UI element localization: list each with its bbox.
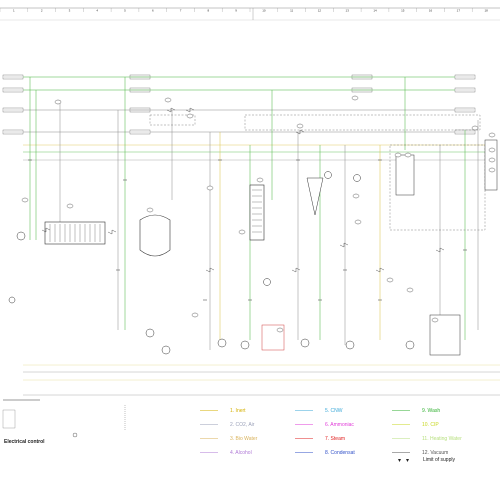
legend-label: 1. Inert [230, 408, 246, 414]
ruler-column-number: 14 [373, 9, 377, 13]
legend-label: 7. Steam [325, 436, 345, 442]
legend-label: 4. Alcohol [230, 450, 252, 456]
ruler-column-number: 9 [235, 9, 237, 13]
ruler-column-number: 1 [13, 9, 15, 13]
electrical-control-label: Electrical control [4, 439, 45, 445]
ruler-column-number: 6 [152, 9, 154, 13]
line-legend: 1. Inert 2. CO2, Air 3. Bio Water 4. Alcoho… [200, 408, 462, 456]
ruler-column-number: 4 [96, 9, 98, 13]
legend-label: 3. Bio Water [230, 436, 258, 442]
valves [41, 107, 445, 273]
instruments [21, 95, 496, 333]
ruler-column-number: 11 [290, 9, 293, 13]
limit-of-supply-label: Limit of supply [423, 457, 455, 463]
legend-label: 2. CO2, Air [230, 422, 255, 428]
pumps [8, 171, 415, 355]
distillation-column [249, 184, 265, 241]
ruler-column-number: 12 [318, 9, 322, 13]
heat-exchanger [44, 221, 106, 245]
ruler-column-number: 18 [484, 9, 488, 13]
electrical-legend-area [2, 399, 126, 438]
ruler-column-number: 16 [429, 9, 433, 13]
ruler-column-number: 5 [124, 9, 126, 13]
legend-label: 9. Wash [422, 408, 440, 414]
process-vessel [139, 214, 171, 257]
ruler-column-number: 3 [69, 9, 71, 13]
column-ruler: 1 2 3 4 5 6 7 8 9 10 11 12 13 14 15 16 17 18 [0, 8, 488, 13]
limit-of-supply-arrows [398, 459, 409, 462]
legend-label: 8. Condensat [325, 450, 355, 456]
ruler-column-number: 7 [180, 9, 182, 13]
legend-label: 11. Heating Water [422, 436, 462, 442]
ruler-column-number: 2 [41, 9, 43, 13]
ruler-column-number: 8 [207, 9, 209, 13]
legend-label: 6. Ammoniac [325, 422, 354, 428]
line-tags [28, 159, 467, 301]
ruler-column-number: 10 [262, 9, 266, 13]
ruler-column-number: 17 [457, 9, 461, 13]
ruler-column-number: 15 [401, 9, 405, 13]
right-equipment [261, 139, 498, 356]
header-boxes [2, 74, 476, 135]
legend-label: 5. CNW [325, 408, 343, 414]
ruler-column-number: 13 [346, 9, 350, 13]
cyclone [306, 177, 324, 216]
legend-label: 12. Vacuum [422, 450, 448, 456]
legend-label: 10. CIP [422, 422, 439, 428]
